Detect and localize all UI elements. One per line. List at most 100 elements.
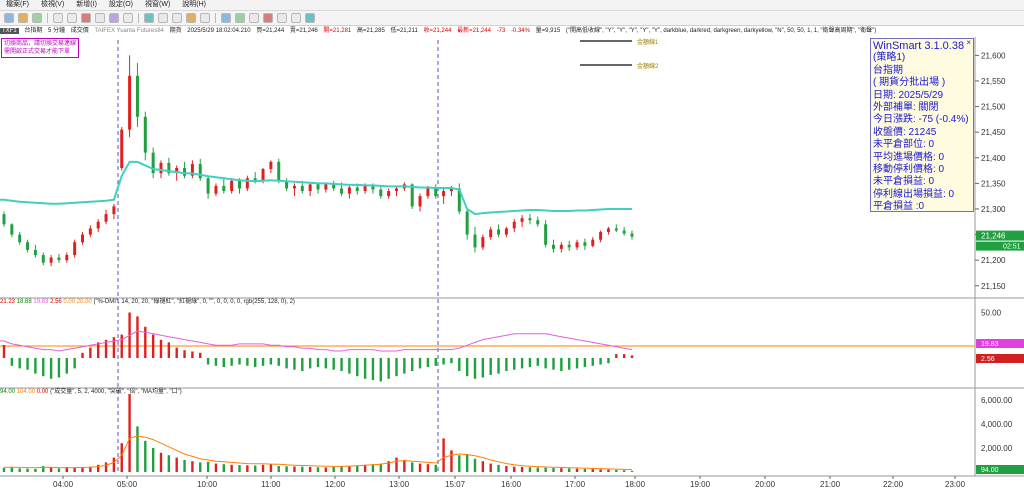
candle-body xyxy=(497,229,501,235)
dmi-histogram-bar xyxy=(2,345,6,358)
panel-line: 日期: 2025/5/29 xyxy=(873,89,944,101)
panel-line: (策略1) xyxy=(873,52,906,64)
horizontal-line-icon[interactable] xyxy=(95,13,105,23)
cursor-icon[interactable] xyxy=(53,13,63,23)
dmi-histogram-bar xyxy=(473,358,477,379)
dmi-params[interactable]: ("%-DMI", 14, 20, 20, "綠褪紅", "紅褪綠", 0, "… xyxy=(93,299,295,305)
candle-body xyxy=(622,230,626,234)
price-type: 成交價 xyxy=(70,28,89,34)
dmi-axis-label: 50.00 xyxy=(981,308,1002,317)
legend-label-2: 金額線2 xyxy=(637,62,659,70)
volume-bar xyxy=(167,455,171,472)
volume-bar xyxy=(222,464,225,472)
dmi-histogram-bar xyxy=(293,358,296,370)
grid-icon[interactable] xyxy=(291,13,301,23)
fibonacci-icon[interactable] xyxy=(109,13,119,23)
volume-bar xyxy=(159,452,163,472)
candle-body xyxy=(96,221,100,229)
volume-bar xyxy=(214,463,218,472)
volume-bar xyxy=(34,468,37,472)
session: 期貨 xyxy=(169,28,182,34)
candle-body xyxy=(371,185,375,190)
open-price: 開=21,281 xyxy=(323,28,352,34)
interval[interactable]: 5 分鐘 xyxy=(48,28,66,34)
dmi-value: 20.00 xyxy=(76,299,92,305)
warning-line-1: 切換商品，請切換交易連線 xyxy=(4,41,77,47)
dmi-histogram-bar xyxy=(371,358,375,381)
crosshair-icon[interactable] xyxy=(67,13,77,23)
indicator-icon[interactable] xyxy=(221,13,231,23)
change: -73 xyxy=(496,28,506,34)
candle-body xyxy=(65,255,69,261)
save-icon[interactable] xyxy=(32,13,42,23)
candle-chart-icon[interactable] xyxy=(186,13,196,23)
dmi-info: 21.23 18.68 19.83 2.56 0.00 20.00 ("%-DM… xyxy=(0,298,295,306)
menu-help[interactable]: 說明(H) xyxy=(182,1,207,8)
zoom-out-icon[interactable] xyxy=(158,13,168,23)
symbol-button[interactable]: TXF1 xyxy=(0,28,19,34)
volume-bar xyxy=(254,465,257,472)
candle-body xyxy=(159,162,163,174)
menu-view[interactable]: 檢視(V) xyxy=(40,1,65,8)
volume-bar xyxy=(269,464,273,472)
study-params[interactable]: ("開高低收線", "Y", "Y", "Y", "Y", "Y", darkb… xyxy=(565,28,877,34)
line-chart-icon[interactable] xyxy=(200,13,210,23)
volume-axis-label: 6,000.00 xyxy=(981,396,1013,405)
volume-bar xyxy=(387,461,390,472)
text-tool-icon[interactable] xyxy=(123,13,133,23)
dmi-histogram-bar xyxy=(136,316,139,358)
time-tick-label: 15:07 xyxy=(445,480,466,489)
volume-bar xyxy=(363,464,367,472)
dmi-histogram-bar xyxy=(489,358,492,375)
volume-bar xyxy=(89,466,92,472)
candle-body xyxy=(395,188,398,192)
dmi-histogram-bar xyxy=(387,358,390,379)
bar-chart-icon[interactable] xyxy=(172,13,182,23)
dmi-histogram-bar xyxy=(411,358,414,371)
candle-body xyxy=(630,233,634,237)
candle-body xyxy=(292,185,296,189)
close-icon[interactable]: × xyxy=(966,38,971,47)
strategy-icon[interactable] xyxy=(235,13,245,23)
dmi-histogram-bar xyxy=(607,358,610,364)
volume-bar xyxy=(395,457,398,472)
candle-body xyxy=(18,234,22,243)
menu-insert[interactable]: 新增(I) xyxy=(76,1,97,8)
zoom-in-icon[interactable] xyxy=(144,13,154,23)
price-tick-label: 21,350 xyxy=(981,179,1006,188)
trendline-icon[interactable] xyxy=(81,13,91,23)
menu-file[interactable]: 檔案(F) xyxy=(6,1,29,8)
dmi-histogram-bar xyxy=(26,358,29,370)
time-tick-label: 19:00 xyxy=(690,480,711,489)
panel-line: 平倉損益 :0 xyxy=(873,201,925,213)
candle-body xyxy=(379,189,383,197)
alert-icon[interactable] xyxy=(249,13,259,23)
candle-body xyxy=(552,244,555,249)
dmi-histogram-bar xyxy=(97,342,100,358)
dmi-histogram-bar xyxy=(206,358,210,365)
volume-bar xyxy=(261,464,265,472)
volume-bar xyxy=(206,461,210,472)
order-icon[interactable] xyxy=(263,13,273,23)
volume-tag xyxy=(976,465,1024,474)
volume-params[interactable]: ("成交量", 5, 2, 4000, "突破", "倍", "MA均量", "… xyxy=(50,389,182,395)
time-tick-label: 10:00 xyxy=(197,480,218,489)
candle-body xyxy=(418,196,422,207)
refresh-icon[interactable] xyxy=(305,13,315,23)
dmi-histogram-bar xyxy=(450,358,453,364)
volume-bar xyxy=(418,463,422,472)
candle-body xyxy=(465,211,469,235)
menu-window[interactable]: 視窗(W) xyxy=(145,1,171,8)
new-chart-icon[interactable] xyxy=(4,13,14,23)
dmi-histogram-bar xyxy=(246,358,249,366)
volume-bar xyxy=(42,466,45,472)
volume-bar xyxy=(560,468,563,472)
settings-icon[interactable] xyxy=(277,13,287,23)
candle-body xyxy=(277,161,281,181)
menu-settings[interactable]: 設定(O) xyxy=(108,1,134,8)
candle-body xyxy=(536,220,540,225)
dmi-histogram-bar xyxy=(18,358,21,369)
open-icon[interactable] xyxy=(18,13,28,23)
candle-body xyxy=(261,169,265,181)
